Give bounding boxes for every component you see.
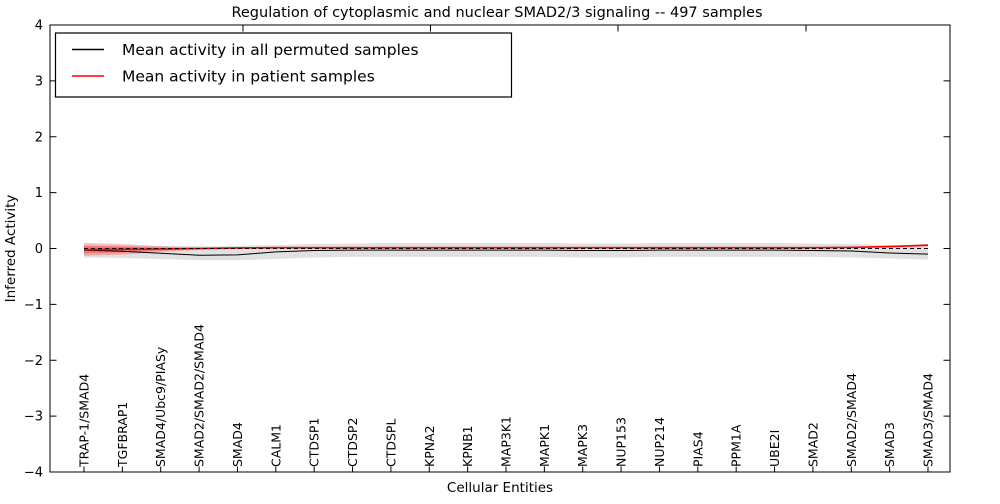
x-tick-label: CTDSP1: [307, 418, 322, 467]
confidence-bands-layer: [84, 242, 928, 261]
chart-title: Regulation of cytoplasmic and nuclear SM…: [231, 5, 762, 21]
y-tick-label: 1: [35, 186, 43, 201]
y-tick-label: −4: [24, 466, 43, 481]
x-tick-label: CTDSP2: [345, 418, 360, 467]
x-tick-label: KPNA2: [422, 425, 437, 467]
x-tick-labels: TRAP-1/SMAD4 TGFBRAP1 SMAD4/Ubc9/PIASy SMAD…: [77, 324, 936, 468]
x-tick-label: NUP153: [614, 417, 629, 467]
x-tick-label: CTDSPL: [383, 419, 398, 467]
y-tick-label: 0: [35, 242, 43, 257]
x-tick-label: SMAD2/SMAD2/SMAD4: [192, 324, 207, 467]
y-tick-label: 3: [35, 74, 43, 89]
x-tick-label: CALM1: [268, 424, 283, 467]
x-tick-label: PIAS4: [690, 431, 705, 467]
y-tick-label: 4: [35, 19, 43, 34]
x-tick-label: PPM1A: [729, 424, 744, 467]
x-tick-label: KPNB1: [460, 425, 475, 467]
x-tick-label: MAP3K1: [499, 416, 514, 467]
x-tick-label: TGFBRAP1: [115, 402, 130, 468]
x-tick-label: MAPK3: [575, 424, 590, 467]
x-tick-label: SMAD4: [230, 422, 245, 467]
legend-box: [54, 32, 513, 98]
x-axis-label: Cellular Entities: [447, 480, 553, 496]
y-tick-label: −1: [24, 298, 43, 313]
x-tick-label: MAPK1: [537, 424, 552, 467]
x-tick-label: UBE2I: [767, 430, 782, 467]
x-tick-label: SMAD3: [882, 422, 897, 467]
x-tick-label: SMAD4/Ubc9/PIASy: [153, 346, 168, 467]
legend-label-permuted: Mean activity in all permuted samples: [122, 41, 419, 59]
legend: Mean activity in all permuted samples Me…: [54, 32, 513, 98]
y-tick-labels: 4 3 2 1 0 −1 −2 −3 −4: [24, 19, 43, 481]
axis-ticks-layer: [50, 24, 950, 473]
y-tick-label: −2: [24, 354, 43, 369]
series-line-permuted: [83, 249, 929, 256]
y-axis-label: Inferred Activity: [3, 195, 19, 303]
legend-label-patient: Mean activity in patient samples: [122, 68, 375, 86]
permuted-samples-spread-band: [84, 242, 928, 261]
x-tick-label: NUP214: [652, 417, 667, 467]
x-tick-label: SMAD3/SMAD4: [921, 373, 936, 467]
x-tick-label: SMAD2: [805, 422, 820, 467]
y-tick-label: −3: [24, 410, 43, 425]
y-tick-label: 2: [35, 130, 43, 145]
x-tick-label: SMAD2/SMAD4: [844, 373, 859, 467]
x-tick-label: TRAP-1/SMAD4: [77, 374, 92, 468]
